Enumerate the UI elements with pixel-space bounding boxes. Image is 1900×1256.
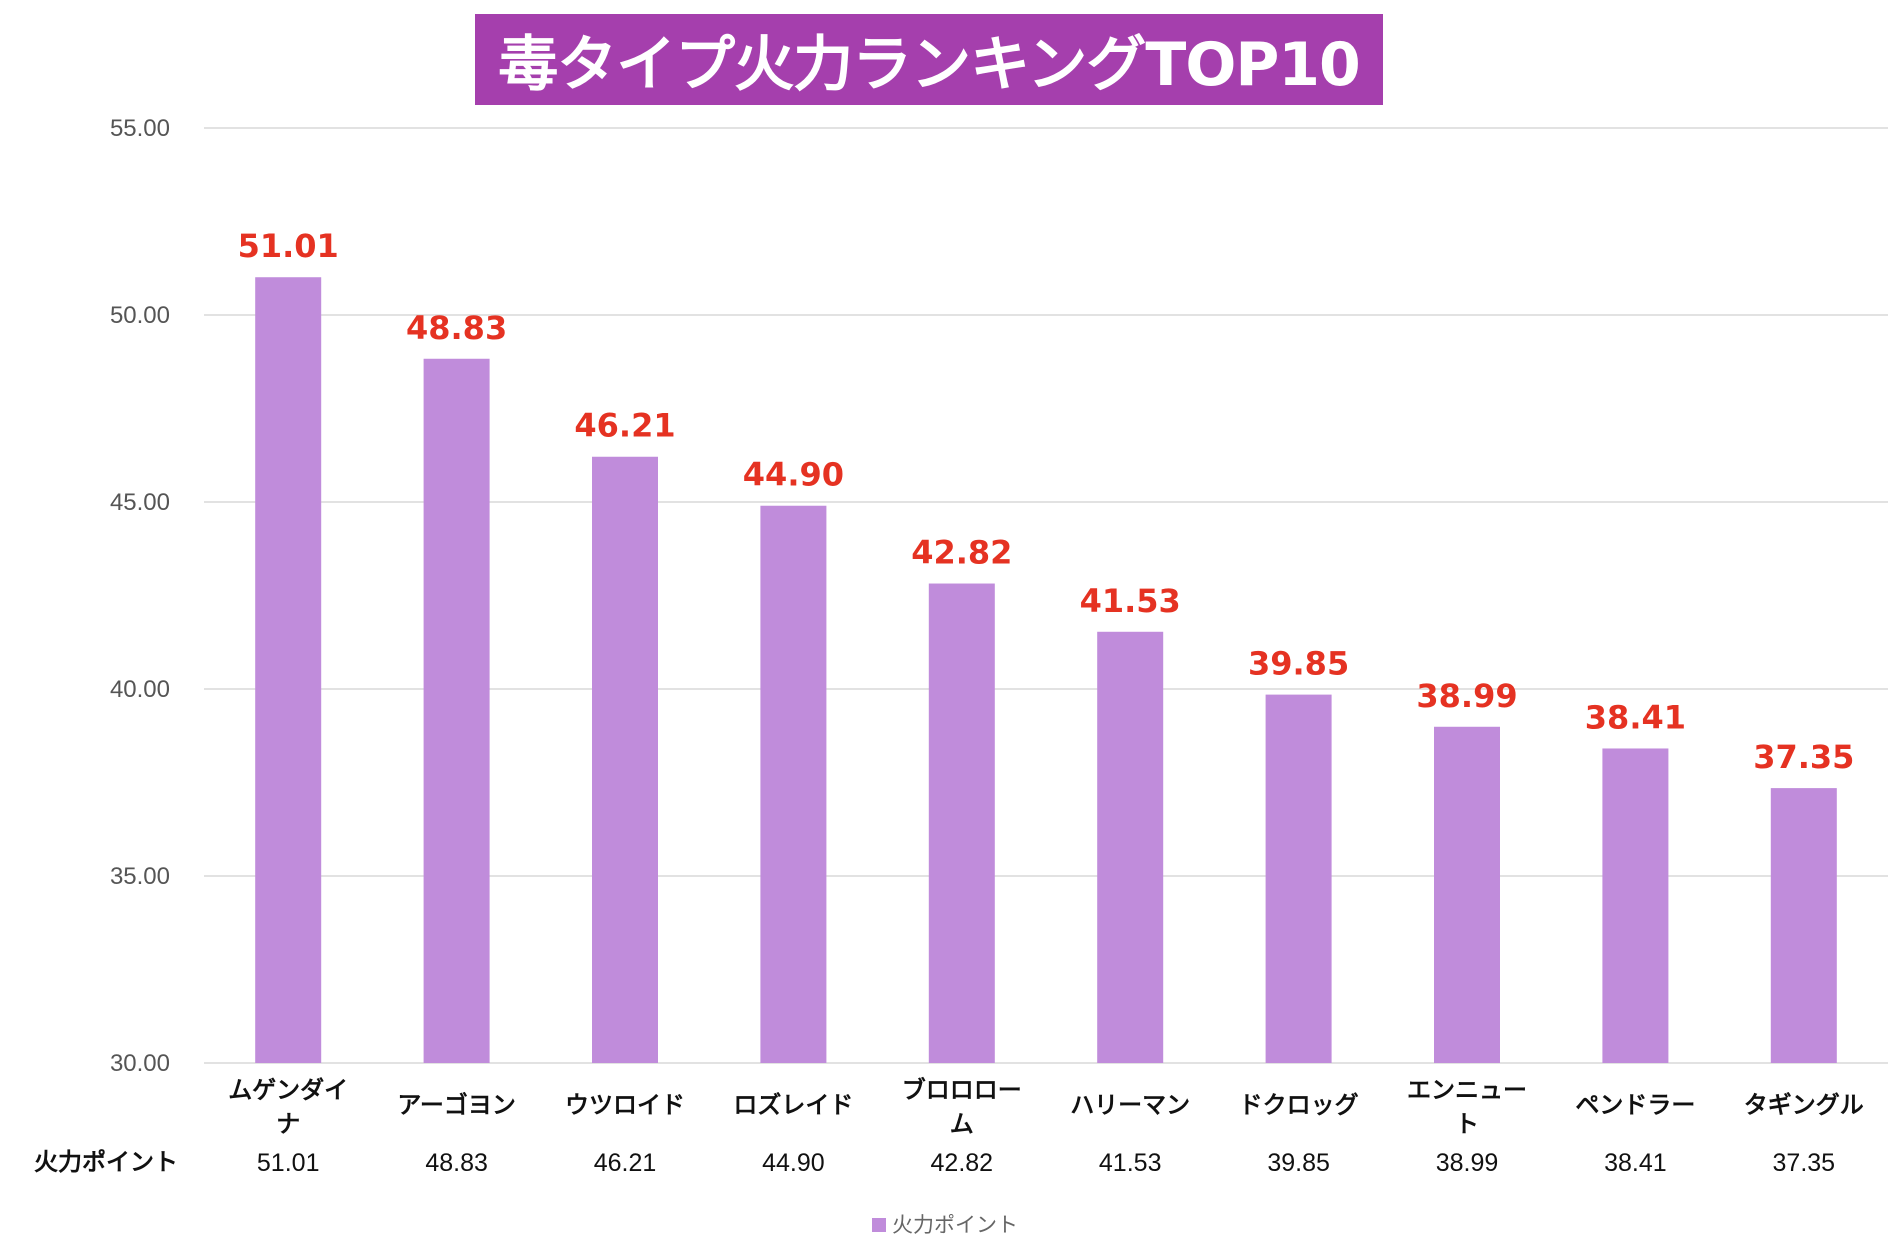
data-table-value: 41.53 xyxy=(1099,1149,1162,1177)
y-tick-label: 45.00 xyxy=(110,489,170,516)
category-label: ペンドラー xyxy=(1575,1091,1695,1119)
bar xyxy=(423,358,490,1063)
bar xyxy=(592,456,658,1064)
data-table-value: 46.21 xyxy=(594,1149,657,1177)
data-table-value: 42.82 xyxy=(931,1149,994,1177)
category-label: アーゴヨン xyxy=(397,1091,516,1119)
y-tick-label: 35.00 xyxy=(110,863,170,890)
bar xyxy=(760,505,827,1063)
data-table-series-label: 火力ポイント xyxy=(34,1148,178,1176)
data-table-value: 38.99 xyxy=(1436,1149,1499,1177)
data-table-value: 48.83 xyxy=(425,1149,488,1177)
data-label: 39.85 xyxy=(1248,645,1349,683)
data-table-value: 44.90 xyxy=(762,1149,825,1177)
data-label: 48.83 xyxy=(406,309,507,347)
data-label: 42.82 xyxy=(911,534,1012,572)
legend-label: 火力ポイント xyxy=(892,1213,1018,1237)
legend-swatch xyxy=(872,1218,886,1232)
chart-title-box: 毒タイプ火力ランキングTOP10 xyxy=(475,14,1383,105)
data-table-value: 51.01 xyxy=(257,1149,320,1177)
data-label: 38.99 xyxy=(1416,677,1517,715)
chart-title: 毒タイプ火力ランキングTOP10 xyxy=(498,30,1361,100)
bar xyxy=(1434,726,1500,1063)
bar xyxy=(1097,631,1164,1063)
y-tick-label: 40.00 xyxy=(110,676,170,703)
bar xyxy=(1265,694,1332,1063)
data-table-value: 38.41 xyxy=(1604,1149,1667,1177)
category-label: ロズレイド xyxy=(733,1091,853,1119)
data-label: 44.90 xyxy=(743,456,844,494)
data-label: 46.21 xyxy=(574,407,675,445)
y-tick-label: 30.00 xyxy=(110,1050,170,1077)
data-table-value: 37.35 xyxy=(1773,1149,1836,1177)
data-label: 41.53 xyxy=(1080,582,1181,620)
category-label: ブロロローム xyxy=(902,1076,1022,1138)
data-label: 51.01 xyxy=(238,227,339,265)
bar xyxy=(255,277,322,1063)
category-label: ハリーマン xyxy=(1070,1091,1190,1119)
category-label: ムゲンダイナ xyxy=(228,1076,348,1138)
y-tick-label: 50.00 xyxy=(110,302,170,329)
category-label: ウツロイド xyxy=(565,1091,685,1119)
data-label: 37.35 xyxy=(1753,738,1854,776)
data-table-value: 39.85 xyxy=(1267,1149,1330,1177)
bar xyxy=(1602,748,1669,1063)
category-label: エンニュート xyxy=(1407,1076,1527,1138)
bar xyxy=(1770,788,1837,1063)
category-label: ドクロッグ xyxy=(1239,1091,1359,1119)
category-label: タギングル xyxy=(1744,1091,1864,1119)
y-tick-label: 55.00 xyxy=(110,115,170,142)
data-label: 38.41 xyxy=(1585,698,1686,736)
bar xyxy=(928,583,995,1063)
